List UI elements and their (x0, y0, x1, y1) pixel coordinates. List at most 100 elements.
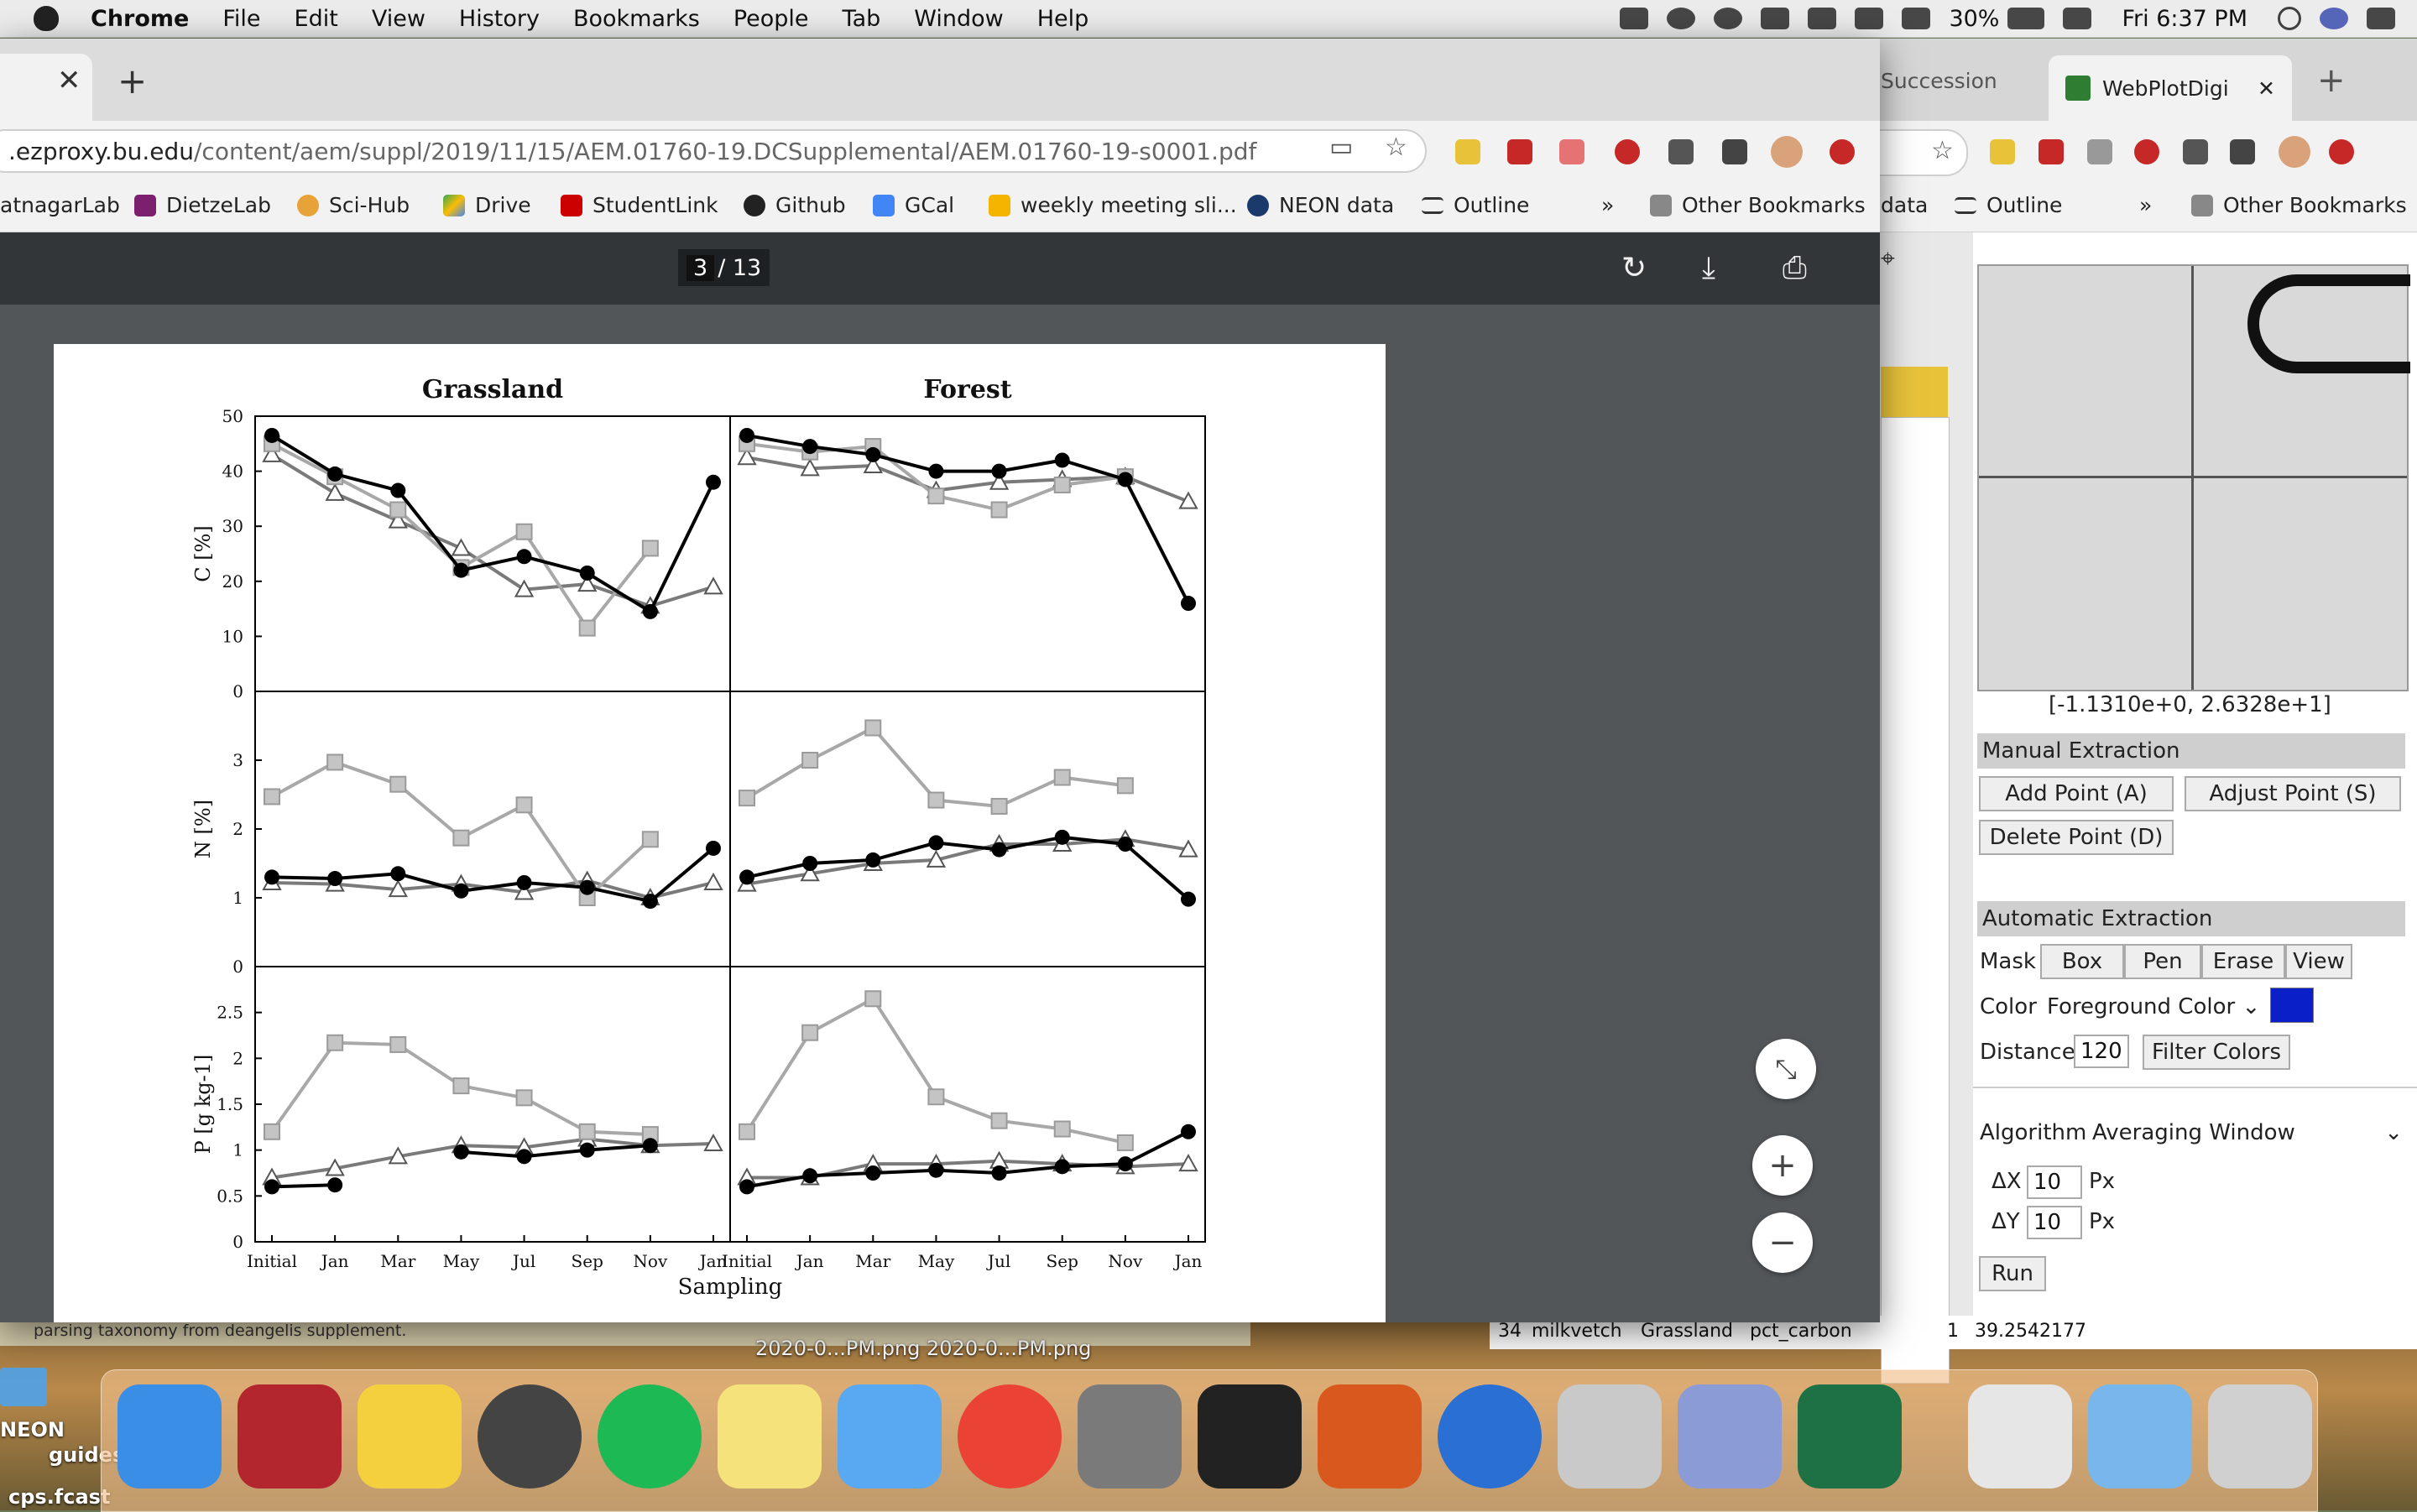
page-number-input[interactable]: 3 (686, 254, 715, 281)
apple-icon[interactable] (34, 6, 59, 31)
desktop-label-neon[interactable]: NEON (0, 1418, 65, 1442)
sheet-cell-species[interactable]: milkvetch (1532, 1321, 1622, 1342)
url-bar[interactable]: .ezproxy.bu.edu/content/aem/suppl/2019/1… (0, 129, 1427, 173)
new-tab-icon[interactable]: + (117, 60, 148, 102)
puzzle-extension-icon[interactable] (1722, 139, 1747, 164)
zoom-out-icon[interactable]: − (1752, 1212, 1813, 1273)
bookmark-outline[interactable]: Outline (1422, 193, 1529, 217)
cyberduck-icon[interactable] (358, 1384, 462, 1489)
puzzle-extension-icon[interactable] (2230, 139, 2255, 164)
star-icon[interactable]: ☆ (1931, 136, 1954, 165)
bookmark-outline[interactable]: Outline (1955, 193, 2062, 217)
sheet-cell-n[interactable]: 1 (1947, 1321, 1959, 1342)
new-tab-icon[interactable]: + (2317, 61, 2346, 100)
xquartz-icon[interactable] (1318, 1384, 1422, 1489)
menu-bookmarks[interactable]: Bookmarks (572, 5, 700, 32)
sync-icon[interactable] (1714, 8, 1743, 29)
mask-pen-button[interactable]: Pen (2124, 944, 2201, 979)
doc-extension-icon[interactable] (2087, 139, 2112, 164)
print-icon[interactable]: ⎙ (1783, 251, 1807, 285)
airplay-icon[interactable] (1761, 8, 1790, 29)
spotlight-icon[interactable] (2278, 7, 2301, 30)
folder-icon[interactable] (0, 1368, 47, 1406)
docker-icon[interactable] (1620, 8, 1649, 29)
menu-view[interactable]: View (371, 5, 425, 32)
system-preferences-icon[interactable] (1078, 1384, 1182, 1489)
pdf-viewport[interactable]: Grassland Forest C [%] 0 10 20 30 40 50 N [%] 0 1 2 3… (0, 305, 1880, 1322)
pdf-extension-icon[interactable] (1559, 139, 1584, 164)
bookmark-bhatnagarlab[interactable]: atnagarLab (0, 193, 120, 217)
dy-input[interactable]: 10 (2027, 1206, 2082, 1239)
close-icon[interactable]: ✕ (57, 64, 81, 97)
color-select[interactable]: Foreground Color ⌄ (2047, 994, 2260, 1019)
menu-file[interactable]: File (222, 5, 261, 32)
mask-view-button[interactable]: View (2285, 944, 2352, 979)
cast-icon[interactable]: ▭ (1329, 133, 1354, 162)
terminal-icon[interactable] (1198, 1384, 1302, 1489)
creative-cloud-icon[interactable] (1667, 8, 1696, 29)
tab-webplotdigitizer[interactable]: WebPlotDigi ✕ (2049, 55, 2292, 121)
sheet-cell-value[interactable]: 39.2542177 (1975, 1321, 2086, 1342)
profile-avatar[interactable] (1771, 136, 1803, 168)
mask-box-button[interactable]: Box (2040, 944, 2124, 979)
bookmark-neon-data[interactable]: NEON data (1247, 193, 1394, 217)
spotify-icon[interactable] (598, 1384, 702, 1489)
xcode-icon[interactable] (1678, 1384, 1782, 1489)
star-icon[interactable]: ☆ (1385, 133, 1407, 162)
dx-input[interactable]: 10 (2027, 1165, 2082, 1199)
add-point-button[interactable]: Add Point (A) (1979, 776, 2174, 811)
adblock-extension-icon[interactable] (1615, 139, 1640, 164)
sheet-cell-variable[interactable]: pct_carbon (1750, 1321, 1852, 1342)
slides-extension-icon[interactable] (1455, 139, 1480, 164)
solitaire-icon[interactable] (478, 1384, 582, 1489)
mendeley-extension-icon[interactable] (2039, 139, 2064, 164)
menu-app-name[interactable]: Chrome (91, 5, 190, 32)
finder-icon[interactable] (117, 1384, 222, 1489)
desktop-files-label[interactable]: 2020-0...PM.png 2020-0...PM.png (755, 1337, 1092, 1360)
notification-center-icon[interactable] (2367, 8, 2395, 29)
menu-tab[interactable]: Tab (842, 5, 881, 32)
bookmark-scihub[interactable]: Sci-Hub (297, 193, 410, 217)
filter-colors-button[interactable]: Filter Colors (2143, 1035, 2290, 1070)
bookmark-github[interactable]: Github (744, 193, 846, 217)
documents-icon[interactable] (1968, 1384, 2072, 1489)
bluetooth-icon[interactable] (1808, 8, 1837, 29)
mask-erase-button[interactable]: Erase (2201, 944, 2285, 979)
media-extension-icon[interactable] (1668, 139, 1694, 164)
sheet-cell-habitat[interactable]: Grassland (1641, 1321, 1733, 1342)
bookmark-neon-data[interactable]: data (1881, 193, 1929, 217)
wpd-omnibox[interactable] (1864, 129, 1968, 176)
update-extension-icon[interactable] (1830, 139, 1855, 164)
bookmark-other[interactable]: Other Bookmarks (1650, 193, 1866, 217)
menu-edit[interactable]: Edit (294, 5, 338, 32)
wpd-plot-area[interactable]: ⌖ (1872, 232, 1973, 1384)
chrome-icon[interactable] (958, 1384, 1062, 1489)
stickies-icon[interactable] (718, 1384, 822, 1489)
slides-extension-icon[interactable] (1990, 139, 2015, 164)
fit-page-icon[interactable]: ⤡ (1756, 1039, 1816, 1099)
input-source-icon[interactable] (2063, 8, 2092, 29)
run-button[interactable]: Run (1979, 1256, 2046, 1291)
adjust-point-button[interactable]: Adjust Point (S) (2185, 776, 2401, 811)
bookmark-dietzelab[interactable]: DietzeLab (134, 193, 271, 217)
desktop-label-cps[interactable]: cps.fcast (8, 1485, 111, 1509)
bookmark-weekly-meeting[interactable]: weekly meeting sli... (989, 193, 1237, 217)
bookmark-other[interactable]: Other Bookmarks (2191, 193, 2407, 217)
folder-icon[interactable] (2088, 1384, 2192, 1489)
battery-icon[interactable] (2007, 8, 2045, 29)
menubar-clock[interactable]: Fri 6:37 PM (2122, 5, 2247, 32)
rotate-icon[interactable]: ↻ (1621, 251, 1647, 285)
bookmark-drive[interactable]: Drive (443, 193, 531, 217)
close-icon[interactable]: ✕ (2258, 76, 2275, 101)
messages-icon[interactable] (838, 1384, 942, 1489)
adblock-extension-icon[interactable] (2134, 139, 2159, 164)
foreground-color-swatch[interactable] (2270, 988, 2314, 1023)
bookmark-studentlink[interactable]: StudentLink (561, 193, 718, 217)
algorithm-select[interactable]: Averaging Window ⌄ (2092, 1120, 2403, 1145)
siri-icon[interactable] (2320, 8, 2348, 29)
update-extension-icon[interactable] (2329, 139, 2354, 164)
trash-icon[interactable] (2208, 1384, 2312, 1489)
mendeley-icon[interactable] (238, 1384, 342, 1489)
volume-icon[interactable] (1902, 8, 1931, 29)
crosshair-icon[interactable]: ⌖ (1881, 244, 1895, 274)
